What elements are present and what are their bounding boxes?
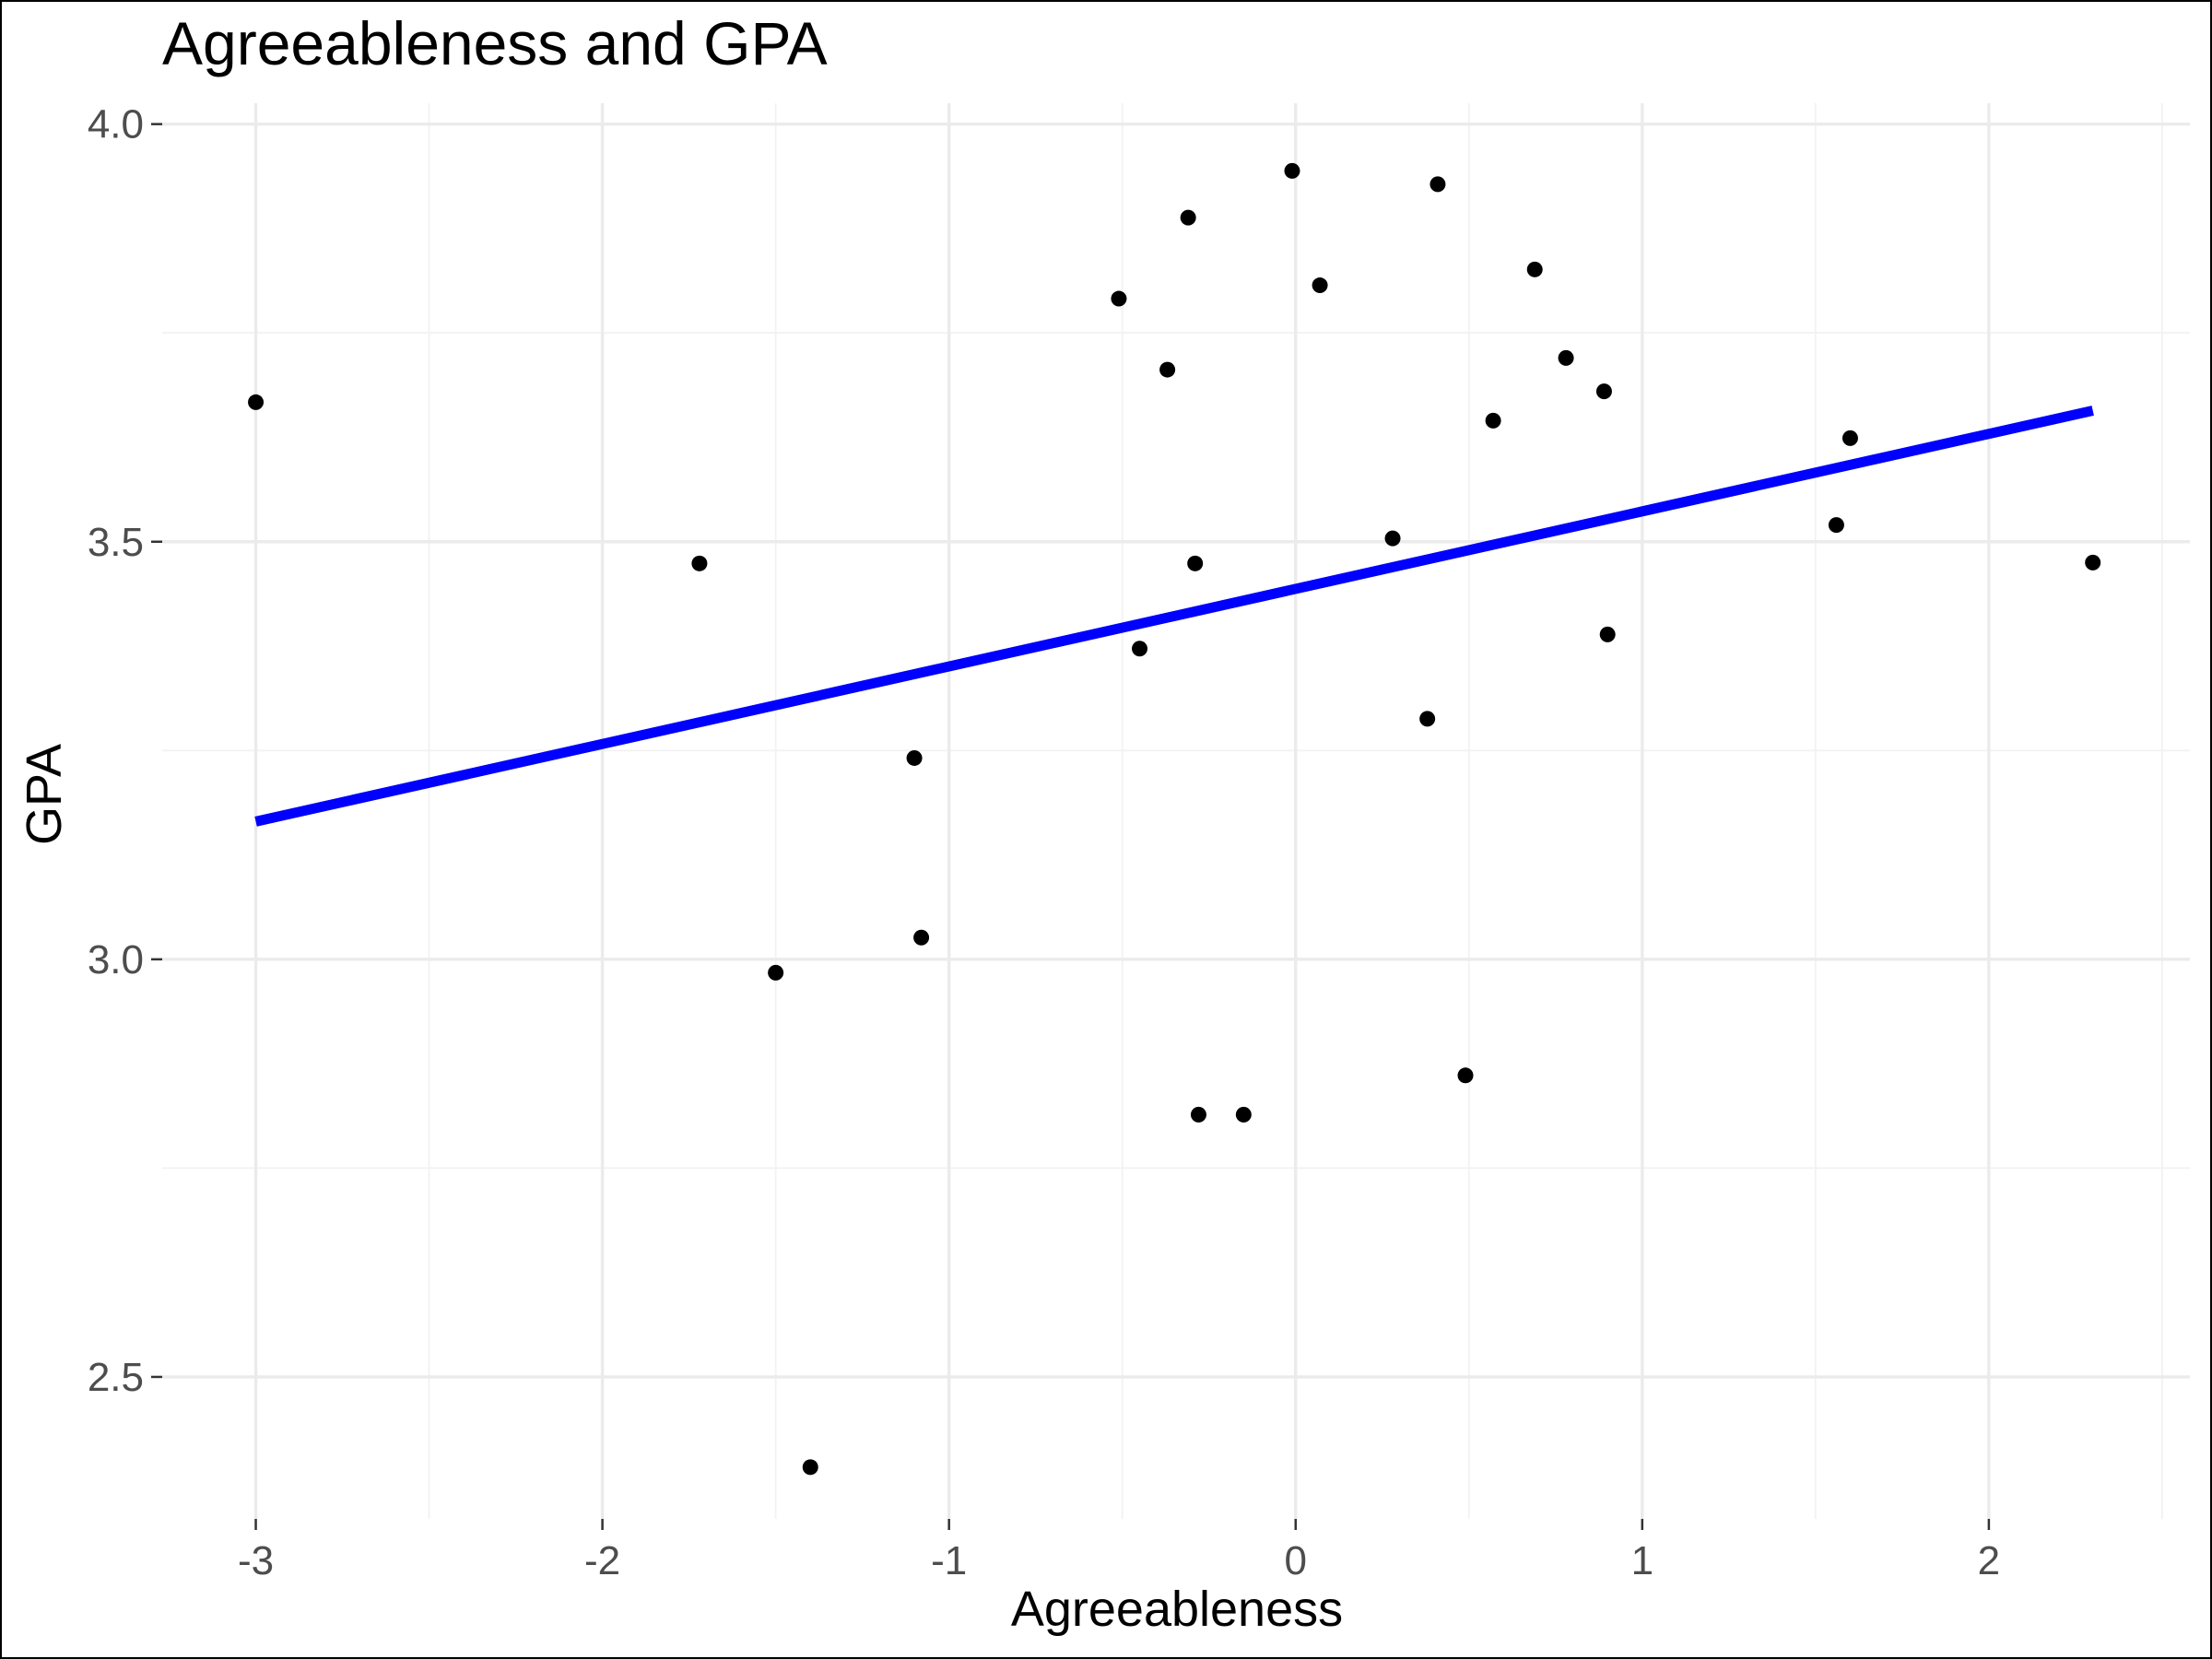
data-point-10 [1187, 555, 1204, 571]
data-point-11 [1190, 1106, 1206, 1123]
x-tick-label-4: 1 [1631, 1538, 1653, 1583]
y-tick-label-2: 3.5 [88, 520, 144, 565]
data-points [248, 162, 2101, 1476]
y-tick-label-0: 2.5 [88, 1355, 144, 1400]
data-point-21 [1558, 349, 1574, 366]
x-tick-label-2: -1 [931, 1538, 967, 1583]
data-point-23 [1599, 626, 1616, 642]
fit-line-layer [254, 406, 2094, 827]
data-point-22 [1595, 383, 1612, 400]
fit-line [254, 406, 2094, 827]
data-point-12 [1235, 1106, 1252, 1123]
major-gridlines [162, 103, 2190, 1519]
data-point-6 [1111, 290, 1127, 307]
y-axis-title: GPA [17, 744, 72, 845]
data-point-4 [906, 749, 923, 766]
y-tick-label-1: 3.0 [88, 937, 144, 982]
data-point-24 [1828, 517, 1844, 534]
data-point-2 [768, 964, 784, 981]
data-point-13 [1284, 162, 1300, 179]
x-axis-title: Agreeableness [1011, 1582, 1343, 1637]
data-point-14 [1312, 277, 1328, 294]
y-tick-label-3: 4.0 [88, 102, 144, 147]
minor-gridlines [162, 103, 2190, 1519]
data-point-16 [1419, 711, 1436, 727]
x-tick-label-3: 0 [1285, 1538, 1307, 1583]
x-tick-label-5: 2 [1978, 1538, 2000, 1583]
data-point-20 [1526, 261, 1543, 277]
chart-title: Agreeableness and GPA [162, 9, 828, 77]
data-point-26 [2085, 554, 2101, 571]
data-point-5 [913, 929, 930, 946]
data-point-7 [1132, 641, 1148, 657]
data-point-18 [1457, 1067, 1474, 1084]
data-point-25 [1841, 429, 1858, 446]
data-point-1 [691, 555, 708, 571]
tick-labels: -3 -2 -1 0 1 2 2.5 3.0 3.5 4.0 [88, 102, 2000, 1583]
axis-ticks [151, 123, 1991, 1530]
data-point-0 [248, 394, 265, 410]
data-point-3 [802, 1459, 818, 1476]
x-tick-label-0: -3 [238, 1538, 274, 1583]
data-point-9 [1180, 209, 1196, 226]
x-tick-label-1: -2 [584, 1538, 620, 1583]
data-point-8 [1159, 361, 1176, 378]
data-point-19 [1485, 412, 1501, 429]
data-point-15 [1384, 530, 1401, 547]
data-point-17 [1430, 176, 1446, 193]
